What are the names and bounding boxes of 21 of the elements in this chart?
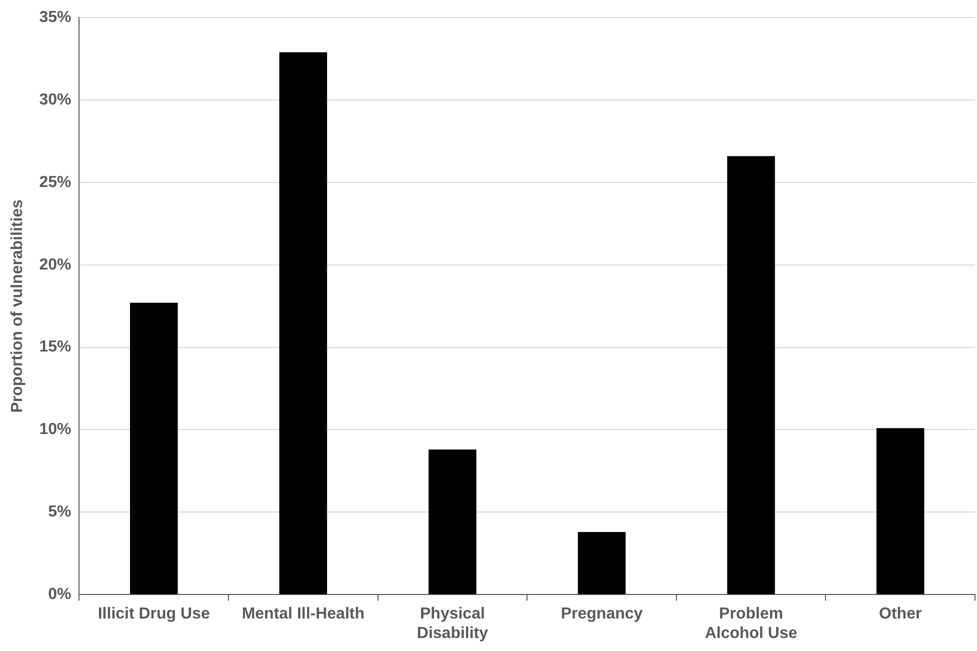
y-tick-label: 20%	[39, 256, 72, 274]
x-tick-label: Pregnancy	[560, 606, 643, 623]
bar	[727, 156, 775, 594]
bar	[428, 450, 476, 594]
x-tick-label: Mental Ill-Health	[242, 606, 365, 623]
y-tick-label: 10%	[39, 421, 72, 438]
x-tick-label: Problem Alcohol Use	[704, 606, 798, 642]
bar	[279, 52, 328, 594]
x-tick-label: Other	[879, 606, 922, 623]
y-tick-label: 5%	[48, 504, 72, 521]
y-tick-label: 35%	[39, 9, 72, 26]
y-tick-label: 0%	[48, 586, 72, 604]
y-tick-label: 30%	[39, 91, 72, 108]
bar	[578, 532, 626, 594]
y-axis-title: Proportion of vulnerabilities	[9, 199, 26, 413]
bar	[130, 302, 178, 594]
x-tick-label: Physical Disability	[416, 606, 488, 642]
x-tick-label: Illicit Drug Use	[98, 606, 210, 623]
bar	[876, 428, 924, 594]
y-tick-label: 25%	[39, 174, 72, 191]
y-tick-label: 15%	[39, 338, 72, 356]
